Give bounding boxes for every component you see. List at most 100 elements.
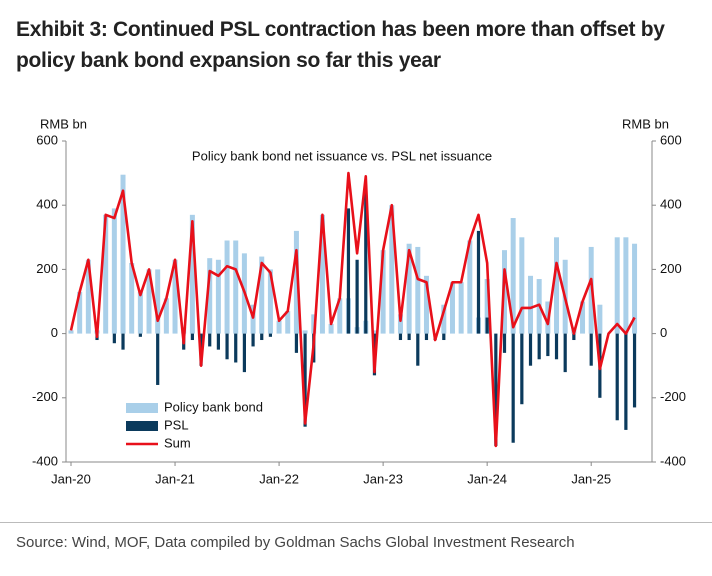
bar [234,333,238,363]
bar [250,304,256,334]
x-tick-label: Jan-23 [363,471,403,486]
bar [615,333,619,421]
bar [458,282,464,334]
bar [624,333,628,430]
bar [268,333,273,337]
bar [85,259,91,334]
bar [554,237,560,334]
chart-title: Exhibit 3: Continued PSL contraction has… [16,18,665,72]
x-tick-label: Jan-22 [259,471,299,486]
bar [208,333,212,347]
bar [103,214,109,334]
chart-subtitle: Policy bank bond net issuance vs. PSL ne… [192,148,492,163]
bar [494,333,498,446]
bar [172,259,178,334]
chart: RMB bn RMB bn Policy bank bond net issua… [32,116,686,486]
bar [632,333,637,408]
bar [163,298,169,334]
bar [563,333,567,373]
bar [442,333,446,341]
legend-label: Policy bank bond [164,399,263,414]
bar [207,258,213,334]
source-note: Source: Wind, MOF, Data compiled by Gold… [16,534,575,551]
bar [225,333,229,360]
bar [155,269,161,334]
bar [189,214,195,334]
bar [528,275,534,334]
bar [502,333,507,353]
bar [251,333,255,347]
bar [510,218,516,334]
y2-tick-label: 0 [660,325,667,340]
bar [293,230,299,334]
y-tick-label: -400 [32,453,58,468]
y-axis-label: RMB bn [40,116,87,131]
bar [242,333,246,373]
bar [215,259,221,334]
y2-tick-label: -400 [660,453,686,468]
bar [260,333,264,341]
bar [129,262,135,334]
bar [112,333,116,344]
bar [319,214,325,334]
x-tick-label: Jan-20 [51,471,91,486]
bar [137,291,143,334]
bar [276,320,282,334]
bar [294,333,299,353]
bar [623,237,629,334]
bar [77,291,83,334]
bar [467,240,473,334]
bar [398,333,403,341]
bar [156,333,160,385]
bar [216,333,220,350]
bar [528,333,533,366]
legend-label: PSL [164,417,189,432]
bar [267,269,273,334]
bar [537,333,541,360]
bar [424,333,429,341]
bar [285,311,291,334]
legend-swatch [126,421,158,431]
bar [485,317,489,334]
bar [121,333,125,350]
bar [441,304,447,334]
bar [68,330,74,334]
bar [346,208,351,334]
bar [449,282,455,334]
bar [111,208,117,334]
bar [138,333,142,337]
bar [554,333,559,360]
y-tick-label: -200 [32,389,58,404]
x-tick-label: Jan-24 [467,471,507,486]
bar [233,240,239,334]
legend-label: Sum [164,435,191,450]
bar [520,333,524,405]
bar [632,243,638,334]
bar [519,237,525,334]
bar [415,246,421,334]
bar [397,314,403,334]
bar [546,333,550,357]
bar [572,333,576,341]
bar [337,298,343,334]
bar [580,301,586,334]
bar [303,333,307,427]
bar [589,333,593,366]
bar [364,189,368,334]
bar [416,333,420,366]
y-tick-label: 200 [36,261,58,276]
y2-tick-label: 200 [660,261,682,276]
bar [476,230,481,334]
y-tick-label: 0 [51,325,58,340]
x-tick-label: Jan-25 [571,471,611,486]
bar [371,330,377,334]
legend-swatch [126,403,158,413]
y2-tick-label: -200 [660,389,686,404]
bar [190,333,194,341]
y2-tick-label: 400 [660,197,682,212]
bar [407,333,411,341]
bar [146,269,152,334]
separator [0,522,712,523]
bar [328,323,334,334]
y-tick-label: 600 [36,132,58,147]
